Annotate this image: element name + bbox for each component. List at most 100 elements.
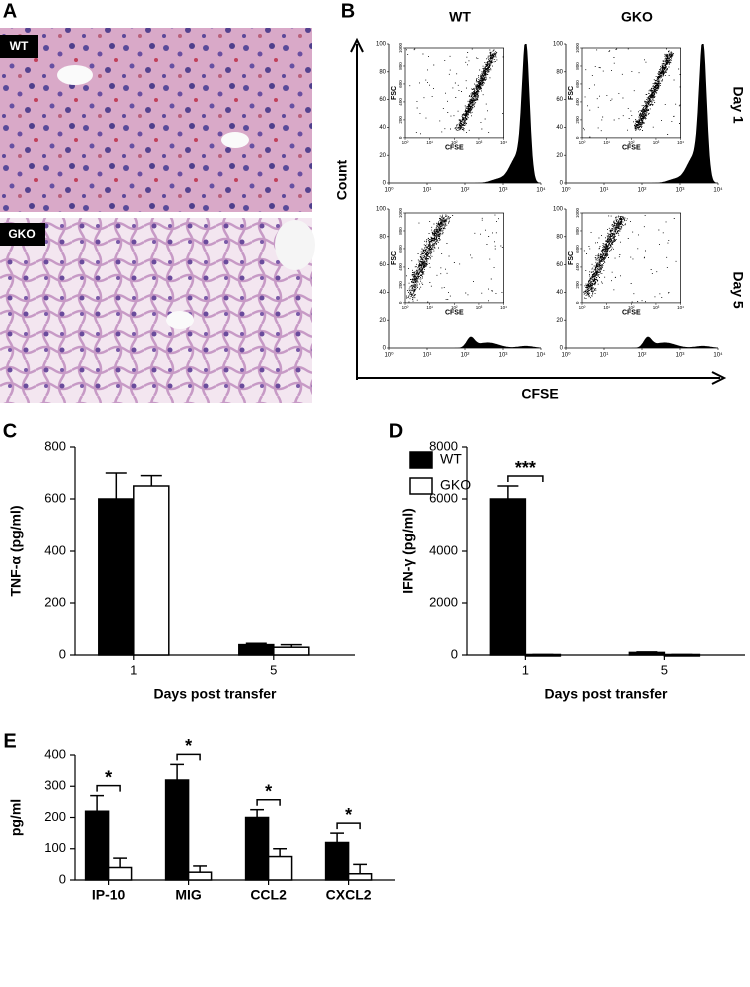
axis-label: IFN-γ (pg/ml) [400, 508, 416, 594]
y-tick-label: 200 [575, 116, 580, 124]
y-tick-label: 0 [398, 301, 403, 304]
bar [164, 779, 190, 881]
x-tick-label: 10⁰ [402, 140, 409, 145]
bar [347, 873, 373, 881]
y-tick-label: 300 [44, 778, 66, 793]
x-tick-label: 10¹ [603, 140, 610, 145]
y-tick-label: 800 [398, 227, 403, 235]
x-tick-label: 10² [451, 305, 458, 310]
x-tick-label: CCL2 [250, 887, 287, 903]
histogram [566, 336, 718, 348]
histogram [566, 44, 718, 183]
x-tick-label: CXCL2 [326, 887, 372, 903]
x-tick-label: 10⁴ [677, 140, 684, 145]
dot-cloud [406, 48, 504, 135]
y-tick-label: 400 [398, 98, 403, 106]
bar [107, 866, 133, 881]
significance-bracket [507, 475, 544, 482]
x-tick-label: 10² [638, 188, 647, 194]
x-tick-label: 10⁰ [561, 187, 571, 194]
airspace [275, 220, 315, 270]
airspace [57, 65, 93, 85]
y-tick-label: 100 [376, 207, 387, 213]
significance-bracket [96, 784, 121, 792]
y-tick-label: 400 [44, 542, 66, 557]
histology-image [0, 218, 312, 403]
histology-label: WT [10, 39, 29, 53]
x-tick-label: 10⁴ [713, 187, 723, 194]
airspace [221, 132, 249, 148]
y-tick-label: 1000 [575, 42, 580, 53]
y-tick-label: 100 [553, 42, 564, 48]
x-tick-label: 10² [461, 188, 470, 194]
histogram [389, 44, 541, 183]
y-tick-label: 100 [44, 840, 66, 855]
panel-label: E [3, 730, 16, 752]
x-tick-label: IP-10 [92, 887, 126, 903]
x-tick-label: 10⁴ [677, 305, 684, 310]
y-tick-label: 200 [44, 594, 66, 609]
axis-label: TNF-α (pg/ml) [8, 505, 24, 596]
x-tick-label: 10² [461, 353, 470, 359]
inset-frame [581, 47, 681, 139]
y-tick-label: 400 [398, 263, 403, 271]
x-tick-label: 10⁰ [579, 305, 586, 310]
axis-label: pg/ml [8, 799, 24, 836]
y-tick-label: 0 [383, 346, 387, 352]
histogram [389, 336, 541, 348]
arrow-head [711, 371, 727, 385]
x-tick-label: 10⁰ [579, 140, 586, 145]
x-tick-label: 10¹ [603, 305, 610, 310]
x-tick-label: 10² [638, 353, 647, 359]
y-tick-label: 40 [556, 125, 563, 131]
y-tick-label: 0 [575, 301, 580, 304]
x-tick-label: 10³ [476, 140, 483, 145]
y-tick-label: 80 [379, 69, 386, 75]
bar [238, 643, 275, 656]
y-tick-label: 60 [379, 97, 386, 103]
column-label: WT [449, 9, 471, 25]
axis-label: CFSE [521, 386, 558, 402]
histology-label: GKO [8, 227, 35, 241]
bar [267, 855, 293, 881]
significance-label: * [345, 805, 352, 825]
x-tick-label: 10¹ [426, 305, 433, 310]
significance-label: * [185, 736, 192, 756]
y-tick-label: 0 [59, 871, 66, 886]
y-tick-label: 100 [553, 207, 564, 213]
y-tick-label: 20 [379, 153, 386, 159]
y-tick-label: 400 [575, 263, 580, 271]
x-tick-label: 10⁴ [536, 187, 546, 194]
legend-label: GKO [440, 477, 471, 493]
legend-swatch [409, 451, 433, 469]
y-tick-label: 0 [383, 181, 387, 187]
x-tick-label: 10⁴ [713, 352, 723, 359]
y-tick-label: 0 [59, 646, 66, 661]
y-tick-label: 60 [556, 97, 563, 103]
dot-cloud [406, 214, 503, 303]
x-tick-label: 10¹ [600, 353, 609, 359]
y-tick-label: 200 [398, 116, 403, 124]
column-label: GKO [621, 9, 653, 25]
inset-axis-label: CFSE [445, 310, 464, 317]
inset-axis-label: FSC [391, 251, 398, 265]
inset-frame [581, 212, 681, 304]
inset-axis-label: CFSE [622, 310, 641, 317]
x-tick-label: 10³ [499, 353, 508, 359]
significance-label: *** [515, 458, 536, 478]
panel-label: D [389, 420, 403, 442]
y-tick-label: 40 [556, 290, 563, 296]
y-tick-label: 0 [560, 346, 564, 352]
x-tick-label: 10² [628, 305, 635, 310]
histology-image [0, 28, 312, 212]
y-tick-label: 0 [398, 136, 403, 139]
axis-label: Count [334, 159, 350, 200]
y-tick-label: 800 [44, 438, 66, 453]
y-tick-label: 400 [44, 746, 66, 761]
dot-cloud [583, 48, 681, 138]
y-tick-label: 200 [398, 281, 403, 289]
y-tick-label: 200 [44, 809, 66, 824]
y-tick-label: 40 [379, 125, 386, 131]
y-tick-label: 600 [44, 490, 66, 505]
x-tick-label: 10⁰ [402, 305, 409, 310]
